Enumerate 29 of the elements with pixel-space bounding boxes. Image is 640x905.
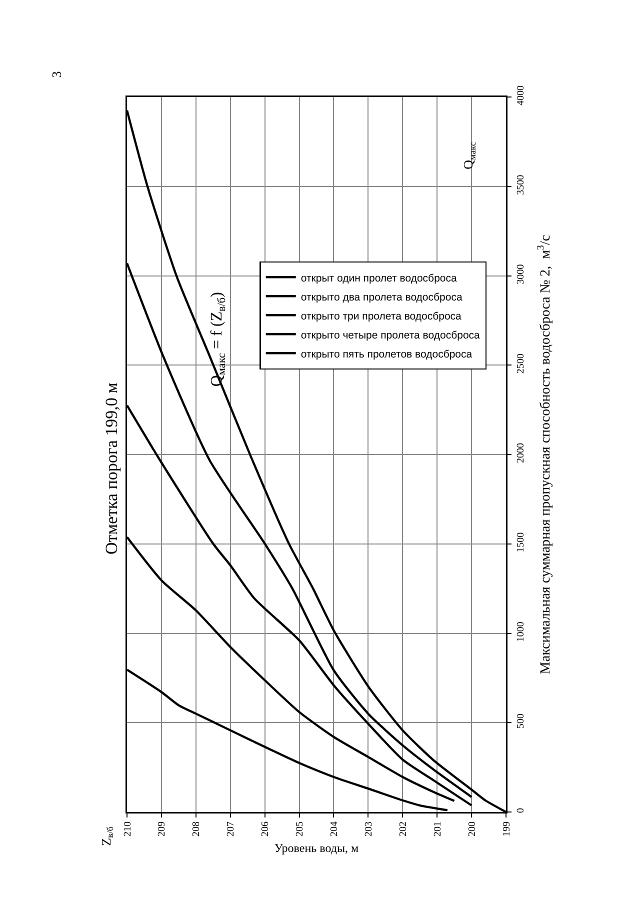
x-tick-label: 209: [156, 822, 168, 836]
text: Отметка порога 199,0 м: [102, 382, 121, 555]
x-tick-label: 210: [122, 822, 134, 836]
x-tick-label: 204: [328, 822, 340, 836]
y-tick-label: 4000: [516, 86, 526, 106]
x-tick-label: 202: [398, 822, 409, 836]
x-tick-label: 207: [226, 822, 237, 836]
legend-label: открыто два пролета водосброса: [300, 291, 462, 304]
y-tick-label: 1500: [516, 532, 526, 552]
x-tick-label: 206: [260, 822, 272, 836]
y-tick-label: 2000: [516, 443, 526, 463]
legend-label: открыто четыре пролета водосброса: [300, 329, 480, 342]
y-tick-label: 2500: [516, 354, 526, 374]
y-tick-label: 3000: [516, 264, 526, 284]
text: 3: [49, 71, 64, 78]
x-tick-label: 201: [432, 822, 444, 836]
x-tick-label: 208: [191, 822, 202, 836]
x-tick-label: 203: [363, 822, 374, 836]
x-tick-label: 200: [466, 822, 478, 836]
x-tick-label: 199: [501, 822, 512, 836]
legend-label: открыто пять пролетов водосброса: [300, 348, 472, 360]
legend-label: открыто три пролета водосброса: [300, 310, 462, 322]
x-tick-label: 205: [294, 822, 306, 836]
y-tick-label: 1000: [516, 622, 526, 642]
y-tick-label: 500: [516, 714, 526, 729]
y-tick-label: 3500: [516, 174, 526, 195]
legend-label: открыт один пролет водосброса: [300, 272, 457, 284]
x-axis-title: Уровень воды, м: [274, 841, 360, 856]
y-tick-label: 0: [516, 808, 526, 813]
